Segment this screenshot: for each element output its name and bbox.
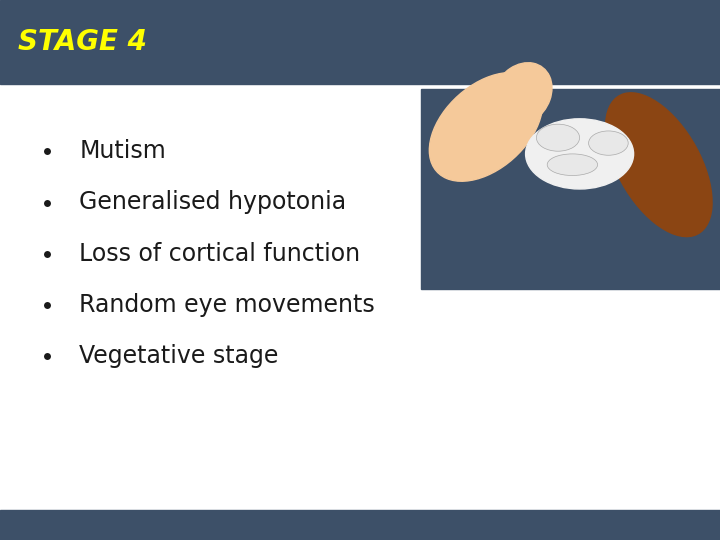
Text: Loss of cortical function: Loss of cortical function bbox=[79, 242, 360, 266]
Bar bbox=[421, 89, 720, 289]
Bar bbox=[0, 0, 720, 84]
Text: Mutism: Mutism bbox=[79, 139, 166, 163]
Ellipse shape bbox=[429, 72, 543, 181]
Ellipse shape bbox=[526, 119, 634, 189]
Ellipse shape bbox=[547, 154, 598, 176]
Ellipse shape bbox=[606, 93, 712, 237]
Text: Random eye movements: Random eye movements bbox=[79, 293, 375, 317]
Ellipse shape bbox=[492, 63, 552, 126]
Text: Vegetative stage: Vegetative stage bbox=[79, 345, 279, 368]
Ellipse shape bbox=[536, 124, 580, 151]
Bar bbox=[0, 510, 720, 540]
Text: Generalised hypotonia: Generalised hypotonia bbox=[79, 191, 346, 214]
Ellipse shape bbox=[589, 131, 628, 156]
Text: STAGE 4: STAGE 4 bbox=[18, 28, 147, 56]
